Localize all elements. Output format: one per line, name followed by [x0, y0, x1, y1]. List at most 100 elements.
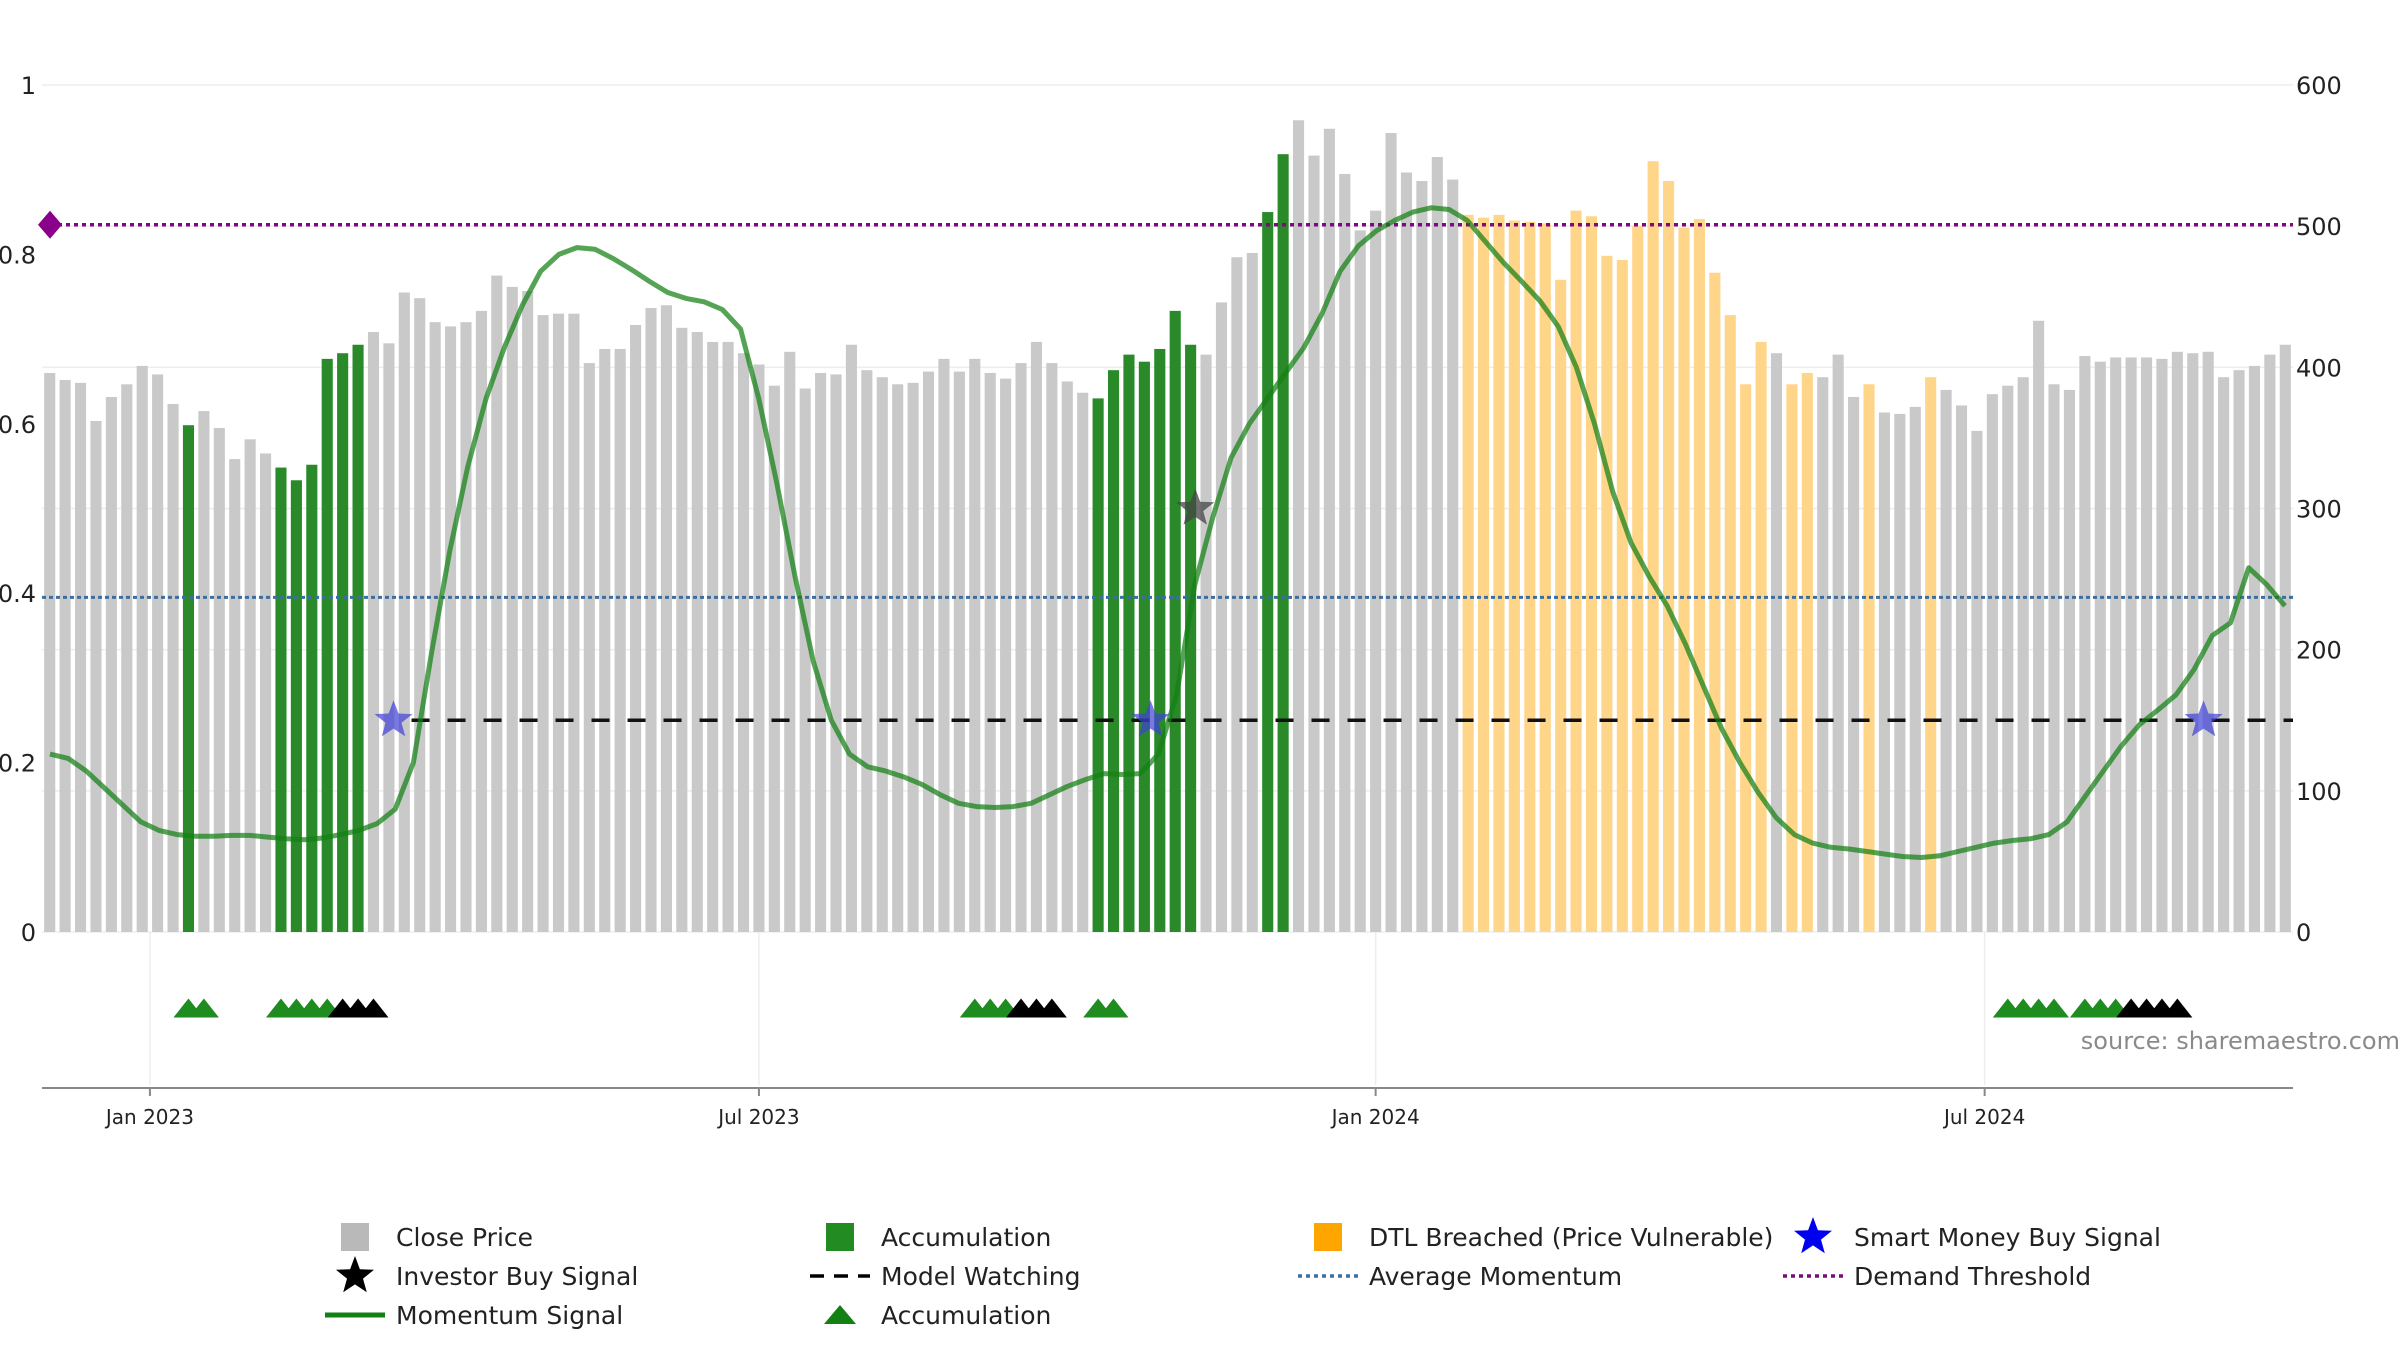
accumulation-bar [337, 353, 349, 932]
dtl-breached-bar [1693, 219, 1705, 932]
close-price-bar [830, 374, 842, 932]
y-right-tick-label: 500 [2296, 213, 2342, 241]
accumulation-bar [352, 344, 364, 932]
close-price-bar [583, 363, 595, 932]
close-price-bar [2110, 357, 2122, 932]
close-price-bar [367, 332, 380, 933]
legend-label: Momentum Signal [396, 1301, 623, 1330]
accumulation-bar [275, 467, 287, 932]
dtl-breached-bar [1632, 226, 1644, 932]
accumulation-triangle-black [2162, 998, 2193, 1018]
close-price-bar [922, 371, 935, 932]
accumulation-bar [1154, 348, 1166, 932]
close-price-bar [2233, 370, 2245, 932]
legend-label: Smart Money Buy Signal [1854, 1223, 2161, 1252]
close-price-bar [1000, 378, 1012, 932]
close-price-bar [722, 341, 734, 932]
y-left-tick-label: 0 [21, 919, 36, 947]
dtl-breached-bar [1786, 384, 1798, 933]
dtl-breached-bar [1724, 315, 1736, 932]
close-price-bar [614, 348, 626, 932]
close-price-bar [2002, 385, 2014, 932]
dtl-breached-bar [1539, 223, 1551, 933]
close-price-bar [845, 344, 857, 932]
close-price-bar [1909, 406, 1921, 932]
legend-item: Average Momentum [1298, 1262, 1622, 1291]
x-tick-label: Jan 2023 [104, 1105, 194, 1129]
close-price-bar [2218, 377, 2230, 933]
dtl-breached-bar [1570, 210, 1582, 933]
price-bars [44, 120, 2291, 933]
close-price-bar [2187, 353, 2199, 932]
close-price-bar [121, 384, 133, 933]
close-price-bar [1447, 179, 1459, 932]
close-price-bar [491, 275, 503, 932]
close-price-bar [2017, 377, 2029, 933]
close-price-bar [938, 358, 950, 932]
dtl-breached-bar [1647, 161, 1659, 933]
smart-money-buy-star [1131, 700, 1170, 737]
y-left-tick-label: 0.4 [0, 580, 36, 608]
axes: 0 0.2 0.4 0.6 0.8 1 0 100 200 300 400 500 600 Jan 202… [0, 72, 2342, 1129]
legend-label: Investor Buy Signal [396, 1262, 638, 1291]
dtl-breached-bar [1925, 377, 1937, 933]
close-price-bar [1231, 257, 1243, 932]
close-price-bar [506, 286, 518, 932]
y-left-tick-label: 1 [21, 72, 36, 100]
accumulation-bar [306, 464, 318, 932]
close-price-bar [645, 308, 657, 932]
legend-item: Demand Threshold [1783, 1262, 2091, 1291]
x-tick-label: Jul 2023 [716, 1105, 799, 1129]
accumulation-bar [1138, 361, 1150, 933]
accumulation-bar [1123, 354, 1135, 933]
close-price-bar [599, 348, 611, 932]
close-price-bar [815, 372, 827, 933]
close-price-bar [660, 305, 672, 933]
close-price-bar [74, 382, 87, 932]
close-price-bar [768, 385, 780, 932]
close-price-bar [630, 324, 642, 932]
close-price-bar [1215, 302, 1228, 932]
dtl-breached-bar [1478, 217, 1490, 933]
dtl-breached-bar [1585, 216, 1598, 932]
close-price-bar [398, 292, 410, 932]
accumulation-bar [1185, 344, 1197, 932]
close-price-bar [152, 374, 164, 932]
close-price-bar [1986, 394, 1998, 932]
y-right-tick-label: 200 [2296, 637, 2342, 665]
legend-swatch [341, 1223, 369, 1251]
close-price-bar [2248, 365, 2261, 933]
close-price-bar [1061, 381, 1073, 932]
close-price-bar [969, 358, 981, 932]
close-price-bar [105, 396, 117, 932]
close-price-bar [2140, 357, 2153, 932]
y-left-tick-label: 0.6 [0, 411, 36, 439]
momentum-signal-line [49, 205, 2287, 860]
dtl-breached-bar [1863, 384, 1875, 933]
x-tick-label: Jan 2024 [1330, 1105, 1420, 1129]
accumulation-bar [1277, 154, 1289, 933]
close-price-bar [475, 310, 487, 932]
close-price-bar [984, 372, 996, 933]
close-price-bar [198, 411, 210, 933]
close-price-bar [907, 382, 919, 932]
legend-label: Demand Threshold [1854, 1262, 2091, 1291]
close-price-bar [2171, 351, 2183, 932]
close-price-bar [244, 439, 256, 932]
legend-item: Investor Buy Signal [336, 1256, 638, 1293]
legend-star-icon [336, 1256, 374, 1293]
close-price-bar [953, 371, 965, 932]
legend-item: Model Watching [810, 1262, 1081, 1291]
legend-star-icon [1794, 1217, 1832, 1254]
close-price-bar [167, 404, 179, 933]
close-price-bar [1431, 156, 1443, 932]
close-price-bar [2125, 357, 2137, 932]
close-price-bar [1339, 173, 1351, 932]
accumulation-bar [1169, 310, 1181, 932]
x-tick-label: Jul 2024 [1942, 1105, 2025, 1129]
close-price-bar [229, 459, 241, 932]
legend-label: Model Watching [881, 1262, 1081, 1291]
close-price-bar [1293, 120, 1305, 932]
legend-item: Close Price [341, 1223, 533, 1252]
